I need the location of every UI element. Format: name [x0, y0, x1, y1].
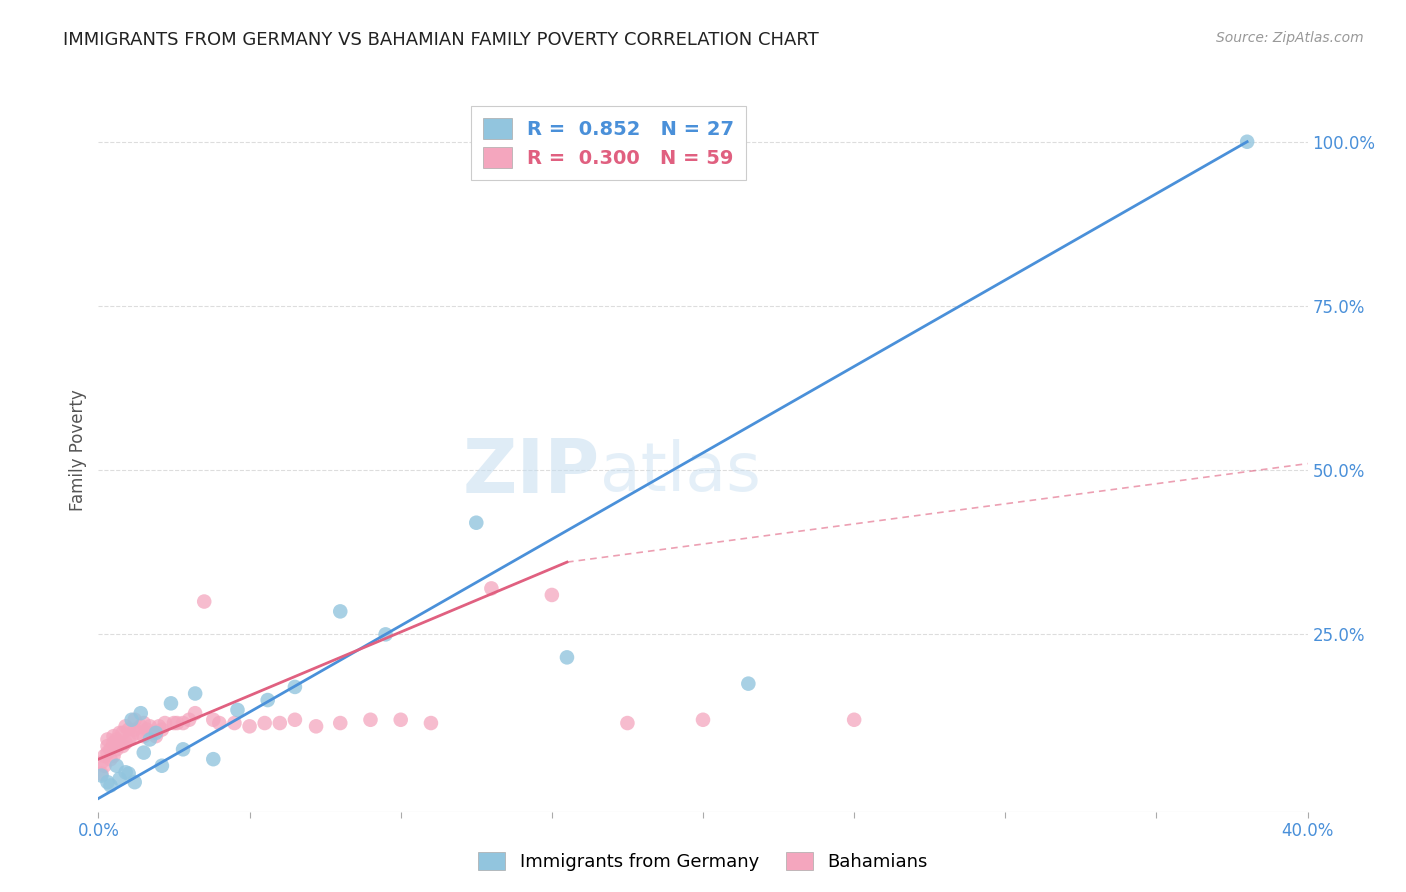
Point [127, 726, 149, 740]
Point [202, 713, 225, 727]
Point [111, 739, 134, 753]
Point [111, 726, 134, 740]
Point [100, 752, 122, 766]
Point [103, 729, 125, 743]
Point [93, 758, 115, 772]
Point [202, 752, 225, 766]
Point [360, 713, 382, 727]
Point [305, 719, 328, 733]
Point [114, 765, 136, 780]
Point [142, 726, 165, 740]
Point [284, 680, 307, 694]
Point [172, 716, 194, 731]
Point [224, 716, 246, 731]
Point [96, 739, 118, 753]
Point [163, 716, 186, 731]
Point [118, 766, 141, 780]
Point [692, 713, 714, 727]
Point [132, 716, 155, 731]
Point [114, 736, 136, 750]
Text: Source: ZipAtlas.com: Source: ZipAtlas.com [1216, 31, 1364, 45]
Point [96, 732, 118, 747]
Point [253, 716, 276, 731]
Point [226, 703, 249, 717]
Point [284, 713, 307, 727]
Point [269, 716, 291, 731]
Point [124, 775, 146, 789]
Point [166, 716, 188, 731]
Point [108, 772, 131, 786]
Point [103, 748, 125, 763]
Point [93, 748, 115, 763]
Point [139, 732, 162, 747]
Legend: Immigrants from Germany, Bahamians: Immigrants from Germany, Bahamians [471, 845, 935, 879]
Point [153, 716, 176, 731]
Point [108, 736, 131, 750]
Point [105, 758, 128, 772]
Point [108, 726, 131, 740]
Text: IMMIGRANTS FROM GERMANY VS BAHAMIAN FAMILY POVERTY CORRELATION CHART: IMMIGRANTS FROM GERMANY VS BAHAMIAN FAMI… [63, 31, 820, 49]
Point [184, 686, 207, 700]
Text: atlas: atlas [600, 439, 761, 505]
Point [172, 742, 194, 756]
Point [132, 746, 155, 760]
Point [132, 729, 155, 743]
Text: ZIP: ZIP [463, 435, 600, 508]
Point [114, 719, 136, 733]
Point [465, 516, 488, 530]
Point [139, 719, 162, 733]
Point [96, 746, 118, 760]
Point [100, 742, 122, 756]
Point [150, 758, 173, 772]
Point [555, 650, 578, 665]
Point [118, 723, 141, 737]
Point [121, 729, 143, 743]
Point [329, 716, 352, 731]
Point [193, 594, 215, 608]
Point [737, 676, 759, 690]
Y-axis label: Family Poverty: Family Poverty [69, 390, 87, 511]
Legend: R =  0.852   N = 27, R =  0.300   N = 59: R = 0.852 N = 27, R = 0.300 N = 59 [471, 106, 747, 179]
Point [420, 716, 443, 731]
Point [121, 713, 143, 727]
Point [124, 723, 146, 737]
Point [374, 627, 396, 641]
Point [184, 706, 207, 721]
Point [1236, 135, 1258, 149]
Point [135, 723, 157, 737]
Point [239, 719, 262, 733]
Point [616, 716, 638, 731]
Point [148, 719, 170, 733]
Point [150, 723, 173, 737]
Point [129, 706, 152, 721]
Point [90, 769, 112, 783]
Point [90, 756, 112, 770]
Point [389, 713, 412, 727]
Point [160, 697, 183, 711]
Point [844, 713, 866, 727]
Point [481, 582, 503, 596]
Point [256, 693, 278, 707]
Point [145, 729, 167, 743]
Point [118, 732, 141, 747]
Point [124, 713, 146, 727]
Point [96, 775, 118, 789]
Point [90, 766, 112, 780]
Point [129, 719, 152, 733]
Point [208, 716, 231, 731]
Point [145, 726, 167, 740]
Point [103, 736, 125, 750]
Point [100, 779, 122, 793]
Point [105, 732, 128, 747]
Point [329, 604, 352, 618]
Point [179, 713, 201, 727]
Point [105, 742, 128, 756]
Point [540, 588, 562, 602]
